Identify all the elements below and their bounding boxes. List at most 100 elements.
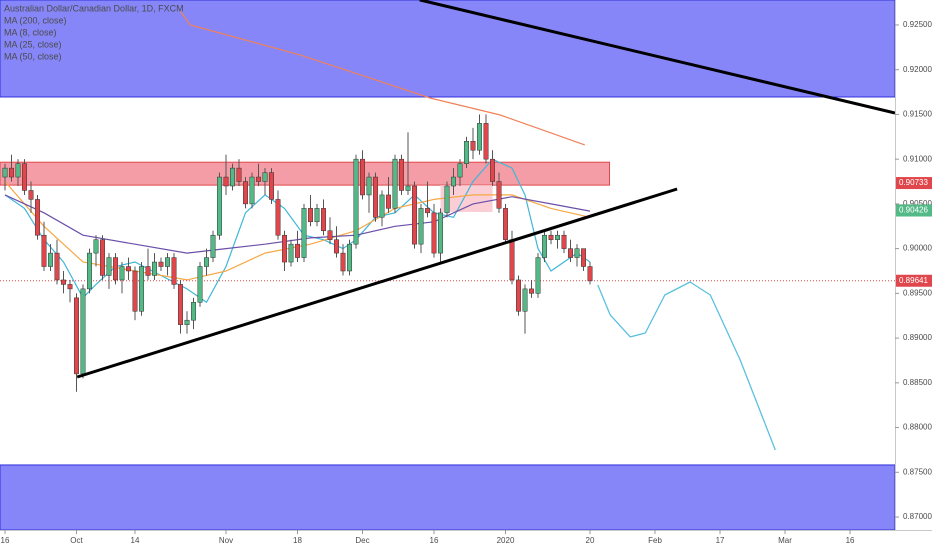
candle-body (405, 185, 411, 191)
price-label-box (896, 274, 932, 287)
candle-body (61, 279, 66, 285)
legend-entry: MA (50, close) (4, 51, 62, 61)
candle-body (139, 266, 144, 312)
x-tick-label: 16 (1, 536, 10, 545)
legend-entry: MA (200, close) (4, 15, 67, 25)
candle-body (412, 185, 417, 245)
candle-body (100, 239, 105, 276)
candle-body (581, 248, 586, 267)
candle-body (379, 194, 385, 218)
candle-body (256, 176, 261, 182)
candle-body (54, 252, 60, 281)
legend-entry: MA (8, close) (4, 27, 57, 37)
candle-body (236, 167, 242, 182)
x-tick-label: Nov (219, 536, 233, 545)
candle-body (301, 208, 307, 258)
price-label: 0.90426 (899, 206, 928, 215)
candle-body (74, 297, 79, 375)
candle-body (93, 239, 99, 254)
candle-body (282, 234, 287, 263)
price-label: 0.90733 (899, 178, 928, 187)
candle-body (9, 167, 14, 178)
x-tick-label: 20 (586, 536, 595, 545)
legend-entry: MA (25, close) (4, 39, 62, 49)
candle-body (464, 141, 469, 164)
candle-body (314, 208, 320, 223)
y-tick-label: 0.89500 (903, 288, 932, 297)
x-tick-label: Dec (355, 536, 369, 545)
x-tick-label: 16 (430, 536, 439, 545)
zone (0, 161, 611, 186)
candle-body (509, 239, 515, 281)
candle-body (444, 185, 450, 214)
candle-body (126, 266, 131, 272)
candle-body (230, 167, 235, 187)
candle-body (48, 252, 53, 267)
y-tick-label: 0.87000 (903, 512, 932, 521)
candle-body (555, 234, 560, 240)
candle-body (178, 284, 183, 325)
y-tick-label: 0.90000 (903, 244, 932, 253)
projection-curve (597, 281, 776, 451)
x-tick-label: 16 (846, 536, 855, 545)
y-tick-label: 0.90500 (903, 199, 932, 208)
candle-body (353, 158, 359, 245)
candle-body (2, 167, 8, 178)
candle-body (503, 208, 508, 240)
candle-body (431, 212, 437, 254)
candle-body (288, 243, 294, 263)
axes: 0.87000 0.87500 0.88000 0.88500 0.89000 0.895… (1, 20, 932, 545)
zone (0, 0, 895, 98)
candle-body (269, 172, 274, 200)
candle-body (490, 158, 495, 182)
x-tick-label: Oct (70, 536, 83, 545)
candle-body (399, 158, 404, 191)
x-tick-label: 18 (293, 536, 302, 545)
candle-body (145, 266, 151, 276)
candle-body (152, 261, 157, 276)
candle-body (106, 257, 112, 276)
y-tick-label: 0.91000 (903, 154, 932, 163)
candle-body (529, 288, 534, 294)
candle-body (522, 288, 528, 312)
candle-body (119, 266, 125, 281)
candle-body (165, 257, 170, 267)
trend-line (419, 0, 895, 115)
y-tick-label: 0.88000 (903, 423, 932, 432)
y-tick-label: 0.92000 (903, 65, 932, 74)
candle-body (243, 181, 248, 205)
candle-body (496, 181, 502, 209)
candle-body (438, 212, 443, 254)
candle-body (392, 158, 398, 209)
candle-body (451, 176, 456, 187)
price-label-box (896, 204, 932, 217)
candle-body (457, 163, 463, 178)
candle-body (132, 270, 138, 312)
x-tick-label: 2020 (497, 536, 515, 545)
candle-body (542, 234, 547, 258)
candle-body (184, 319, 190, 325)
x-tick-label: Mar (778, 536, 792, 545)
candle-body (470, 141, 476, 151)
candle-body (373, 176, 378, 218)
candle-body (568, 248, 573, 258)
candle-body (15, 163, 21, 178)
candle-body (191, 302, 196, 321)
plot-area (0, 0, 895, 530)
y-tick-label: 0.92500 (903, 20, 932, 29)
candle-body (217, 176, 222, 236)
y-tick-label: 0.88500 (903, 378, 932, 387)
candle-body (477, 123, 482, 151)
price-label: 0.89641 (899, 276, 928, 285)
candle-body (275, 199, 281, 236)
candle-body (334, 239, 339, 254)
trend-line (76, 187, 678, 379)
price-label-box (896, 177, 932, 190)
candle-body (67, 284, 73, 290)
candle-body (340, 252, 346, 272)
candle-body (535, 257, 541, 294)
candle-body (347, 243, 352, 272)
candle-body (295, 243, 300, 258)
candle-body (561, 234, 567, 249)
